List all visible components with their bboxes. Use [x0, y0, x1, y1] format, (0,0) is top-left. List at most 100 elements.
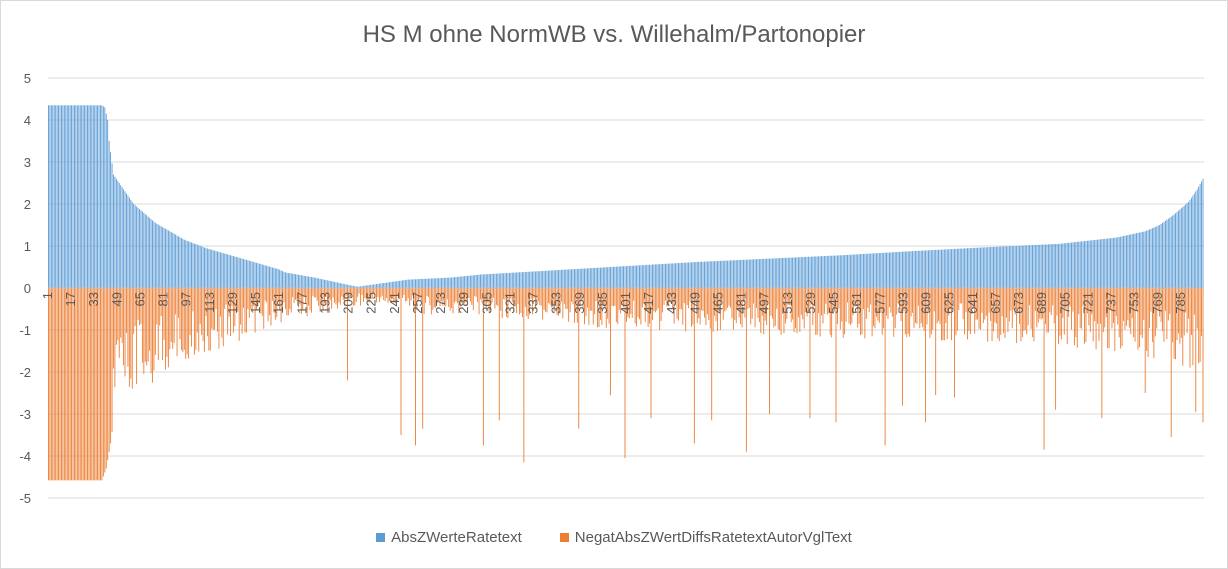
bar-series-2 — [380, 288, 382, 298]
bar-series-1 — [793, 257, 795, 288]
bar-series-1 — [897, 251, 899, 288]
bar-series-1 — [692, 262, 694, 288]
bar-series-2 — [384, 288, 386, 301]
bar-series-2 — [1026, 288, 1028, 335]
bar-series-1 — [89, 105, 91, 288]
bar-series-2 — [451, 288, 453, 309]
bar-series-1 — [1069, 242, 1071, 288]
bar-series-1 — [120, 185, 122, 288]
bar-series-2 — [238, 288, 240, 341]
bar-series-1 — [537, 271, 539, 288]
bar-series-1 — [452, 277, 454, 288]
bar-series-1 — [402, 280, 403, 288]
bar-series-1 — [1097, 239, 1098, 288]
bar-series-1 — [524, 271, 526, 288]
bar-series-2 — [722, 288, 724, 320]
bar-series-1 — [835, 255, 837, 288]
bar-series-2 — [893, 288, 895, 337]
bar-series-1 — [560, 269, 562, 288]
bar-series-2 — [237, 288, 239, 312]
bar-series-1 — [1000, 246, 1002, 288]
bar-series-1 — [175, 234, 177, 288]
bar-series-1 — [813, 256, 815, 288]
bar-series-2 — [926, 288, 928, 325]
bar-series-1 — [946, 249, 948, 288]
bar-series-2 — [348, 288, 350, 301]
bar-series-1 — [566, 269, 568, 288]
bar-series-1 — [555, 270, 557, 288]
bar-series-1 — [745, 259, 747, 288]
bar-series-2 — [477, 288, 479, 303]
bar-series-1 — [241, 258, 243, 288]
bar-series-1 — [1042, 244, 1044, 288]
bar-series-1 — [689, 262, 691, 288]
bar-series-2 — [802, 288, 804, 320]
bar-series-2 — [719, 288, 721, 331]
bar-series-2 — [243, 288, 244, 308]
bar-series-1 — [1118, 236, 1120, 288]
bar-series-1 — [504, 273, 506, 288]
bar-series-1 — [941, 249, 942, 288]
bar-series-2 — [951, 288, 953, 341]
bar-series-2 — [599, 288, 601, 320]
bar-series-1 — [1021, 245, 1023, 288]
bar-series-2 — [592, 288, 594, 325]
bar-series-2 — [313, 288, 315, 298]
bar-series-2 — [1086, 288, 1088, 314]
bar-series-2 — [808, 288, 809, 313]
bar-series-1 — [669, 263, 671, 288]
bar-series-2 — [65, 288, 67, 481]
bar-series-1 — [302, 275, 304, 288]
bar-series-2 — [218, 288, 220, 349]
bar-series-1 — [568, 269, 570, 288]
bar-series-1 — [130, 199, 132, 288]
bar-series-1 — [906, 251, 908, 288]
bar-series-2 — [1021, 288, 1023, 338]
bar-series-1 — [141, 211, 143, 288]
bar-series-1 — [404, 280, 406, 288]
bar-series-1 — [920, 250, 922, 288]
bar-series-2 — [643, 288, 645, 304]
bar-series-1 — [797, 257, 799, 288]
bar-series-1 — [822, 256, 824, 288]
bar-series-1 — [1075, 242, 1077, 288]
bar-series-1 — [88, 105, 90, 288]
bar-series-1 — [332, 281, 334, 288]
bar-series-1 — [420, 278, 422, 288]
bar-series-2 — [527, 288, 529, 319]
bar-series-2 — [75, 288, 77, 481]
bar-series-2 — [484, 288, 486, 306]
bar-series-1 — [573, 269, 575, 288]
bar-series-1 — [890, 252, 892, 288]
bar-series-1 — [836, 255, 838, 288]
bar-series-2 — [1043, 288, 1045, 450]
bar-series-2 — [627, 288, 629, 318]
bar-series-2 — [906, 288, 908, 338]
bar-series-2 — [678, 288, 679, 321]
bar-series-1 — [310, 276, 312, 288]
bar-series-1 — [290, 273, 292, 288]
bar-series-1 — [857, 254, 859, 288]
bar-series-2 — [624, 288, 626, 459]
bar-series-2 — [1128, 288, 1130, 328]
bar-series-2 — [529, 288, 531, 315]
bar-series-2 — [878, 288, 880, 323]
bar-series-1 — [1053, 244, 1055, 288]
bar-series-2 — [855, 288, 857, 303]
bar-series-2 — [917, 288, 919, 306]
bar-series-1 — [1019, 245, 1020, 288]
bar-series-2 — [495, 288, 497, 305]
bar-series-2 — [965, 288, 967, 313]
bar-series-2 — [186, 288, 188, 355]
bar-series-1 — [430, 278, 432, 288]
bar-series-2 — [939, 288, 941, 325]
bar-series-1 — [446, 277, 448, 288]
bar-series-1 — [165, 228, 166, 288]
bar-series-1 — [641, 265, 643, 288]
bar-series-1 — [1047, 244, 1049, 288]
bar-series-1 — [987, 247, 989, 288]
bar-series-2 — [1105, 288, 1107, 318]
bar-series-1 — [293, 273, 295, 288]
bar-series-2 — [912, 288, 914, 313]
bar-series-1 — [215, 251, 217, 288]
